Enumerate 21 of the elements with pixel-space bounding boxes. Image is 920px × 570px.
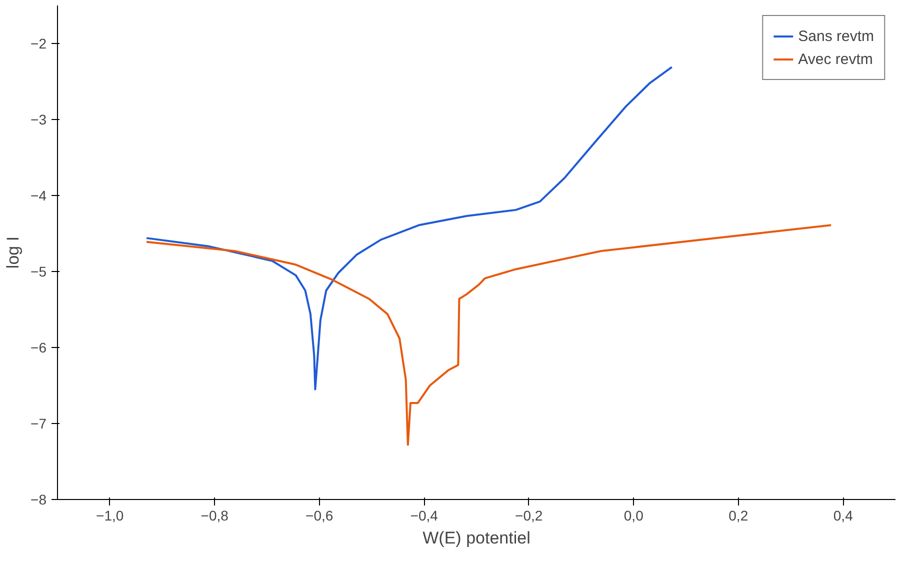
y-tick-label: −4 bbox=[30, 188, 47, 204]
legend-label: Avec revtm bbox=[798, 50, 873, 68]
y-axis-title: log I bbox=[4, 236, 23, 269]
y-tick-label: −5 bbox=[30, 264, 47, 280]
y-tick-label: −7 bbox=[30, 416, 47, 432]
y-tick-label: −3 bbox=[30, 112, 47, 128]
y-tick-label: −6 bbox=[30, 340, 47, 356]
x-tick-label: −1,0 bbox=[96, 508, 124, 524]
line-series bbox=[146, 224, 832, 446]
x-tick-label: −0,8 bbox=[200, 508, 229, 524]
x-tick-label: 0,4 bbox=[833, 508, 854, 524]
x-tick-label: 0,2 bbox=[728, 508, 748, 524]
x-tick-label: −0,4 bbox=[410, 508, 438, 524]
x-tick-label: −0,2 bbox=[515, 508, 543, 524]
x-axis-title: W(E) potentiel bbox=[422, 528, 530, 548]
x-tick-label: −0,6 bbox=[306, 508, 334, 524]
legend-label: Sans revtm bbox=[798, 28, 874, 44]
y-tick-label: −8 bbox=[30, 492, 47, 508]
y-tick-label: −2 bbox=[30, 36, 47, 52]
line-series bbox=[146, 66, 673, 390]
x-tick-label: 0,0 bbox=[624, 508, 644, 524]
